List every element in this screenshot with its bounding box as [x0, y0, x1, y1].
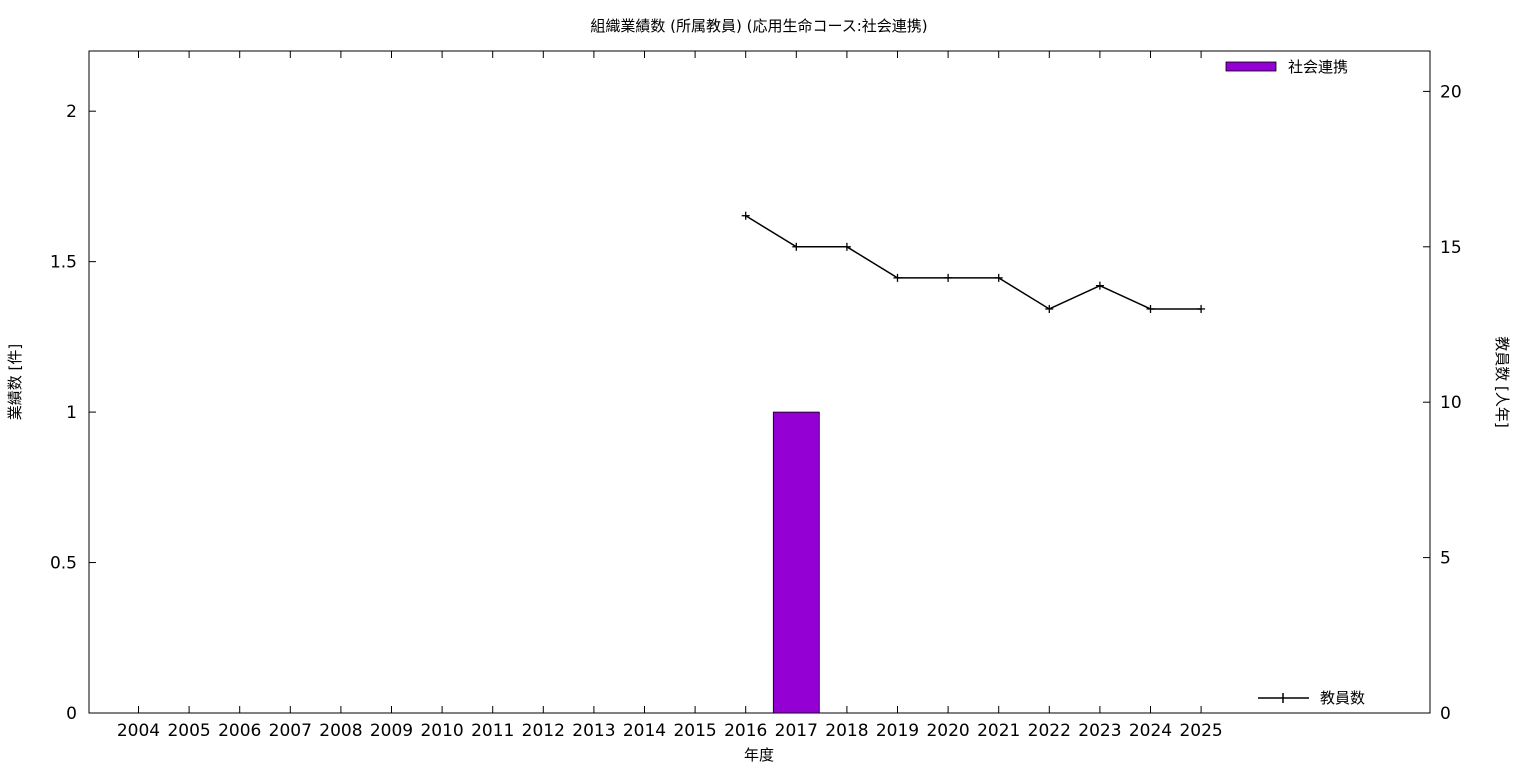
y2-tick-label: 5	[1440, 549, 1451, 569]
y-tick-label: 2	[66, 102, 77, 122]
line-point	[1146, 304, 1155, 313]
x-tick-label: 2022	[1028, 721, 1071, 741]
x-tick-label: 2009	[370, 721, 413, 741]
legend-bar-label: 社会連携	[1288, 58, 1348, 76]
x-tick-label: 2008	[319, 721, 362, 741]
x-tick-label: 2020	[926, 721, 969, 741]
x-tick-label: 2019	[876, 721, 919, 741]
line-point	[842, 242, 851, 251]
y2-axis-label: 教員数 [人年]	[1493, 336, 1511, 427]
x-tick-label: 2024	[1129, 721, 1172, 741]
line-point	[741, 211, 750, 220]
x-tick-label: 2011	[471, 721, 514, 741]
x-tick-label: 2016	[724, 721, 767, 741]
x-tick-label: 2004	[117, 721, 160, 741]
x-tick-label: 2010	[420, 721, 463, 741]
y-axis: 0 0.5 1 1.5 2	[50, 102, 96, 724]
bar-series	[772, 411, 820, 714]
y-tick-label: 1.5	[50, 253, 77, 273]
y-tick-label: 0	[66, 704, 77, 724]
y-tick-label: 0.5	[50, 554, 77, 574]
line-point	[893, 273, 902, 282]
line-series	[741, 211, 1206, 313]
x-tick-label: 2006	[218, 721, 261, 741]
y2-axis: 0 5 10 15 20	[1423, 82, 1462, 724]
legend-bar-swatch	[1225, 61, 1277, 72]
x-tick-label: 2021	[977, 721, 1020, 741]
y2-tick-label: 20	[1440, 82, 1462, 102]
legend-line-label: 教員数	[1320, 689, 1365, 707]
bar	[772, 411, 820, 714]
line-point	[1045, 304, 1054, 313]
y2-tick-label: 0	[1440, 704, 1451, 724]
y2-tick-label: 15	[1440, 238, 1462, 258]
chart-title: 組織業績数 (所属教員) (応用生命コース:社会連携)	[590, 17, 927, 35]
x-tick-label: 2007	[269, 721, 312, 741]
x-tick-label: 2018	[825, 721, 868, 741]
x-axis-label: 年度	[744, 746, 774, 764]
line-point	[1197, 304, 1206, 313]
x-tick-label: 2017	[775, 721, 818, 741]
x-tick-label: 2005	[167, 721, 210, 741]
y-tick-label: 1	[66, 403, 77, 423]
legend-line: 教員数	[1258, 689, 1365, 707]
x-tick-label: 2014	[623, 721, 666, 741]
line-point	[944, 273, 953, 282]
plot-frame	[88, 50, 1431, 714]
x-tick-label: 2025	[1179, 721, 1222, 741]
x-tick-label: 2013	[572, 721, 615, 741]
x-tick-label: 2012	[522, 721, 565, 741]
y2-tick-label: 10	[1440, 393, 1462, 413]
line-path	[745, 215, 1202, 310]
line-point	[1095, 281, 1104, 290]
x-tick-label: 2015	[673, 721, 716, 741]
line-point	[994, 273, 1003, 282]
y-axis-label: 業績数 [件]	[6, 344, 24, 420]
x-axis: 2004 2005 2006 2007 2008 2009 2010 2011 2012 2013…	[117, 51, 1223, 741]
line-point	[792, 242, 801, 251]
x-tick-label: 2023	[1078, 721, 1121, 741]
legend-bar: 社会連携	[1225, 58, 1348, 76]
